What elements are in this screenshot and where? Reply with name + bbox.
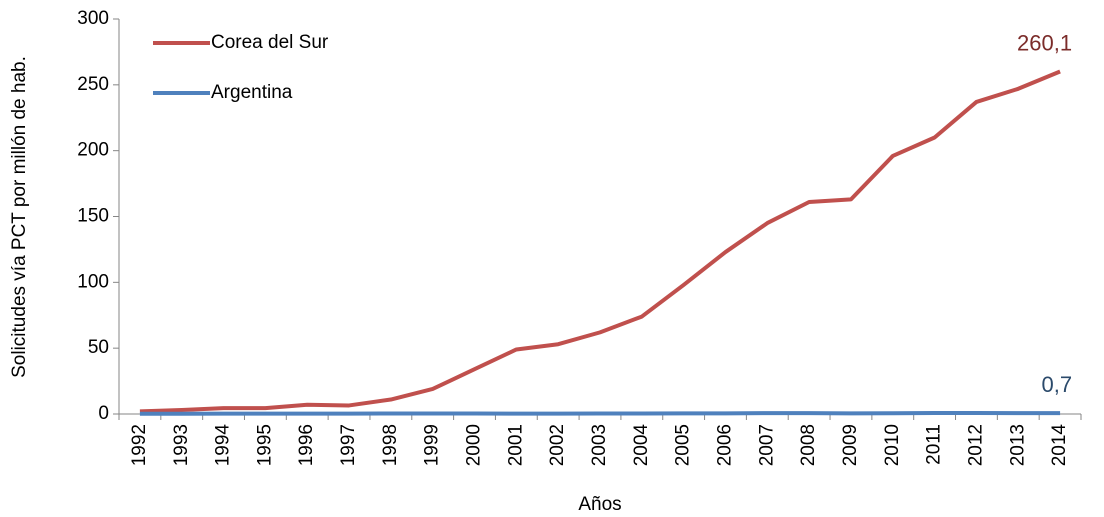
legend-label: Corea del Sur	[211, 32, 329, 53]
x-tick-label: 1992	[129, 424, 150, 466]
x-tick-label: 1998	[380, 424, 401, 466]
x-axis-title: Años	[578, 494, 621, 515]
y-tick-label: 100	[77, 271, 109, 292]
x-tick-label: 2006	[714, 424, 735, 466]
y-tick-label: 300	[77, 8, 109, 29]
x-tick-label: 2011	[924, 424, 945, 465]
x-tick-label: 2012	[965, 424, 986, 466]
series-line	[139, 69, 1061, 414]
x-tick-label: 1995	[254, 424, 275, 466]
x-tick-label: 1993	[171, 424, 192, 466]
x-tick-label: 2000	[464, 424, 485, 466]
x-tick-label: 2013	[1007, 424, 1028, 466]
x-tick-label: 2014	[1049, 424, 1070, 467]
legend-label: Argentina	[211, 82, 293, 103]
series-line	[139, 410, 1061, 416]
x-tick-label: 2003	[589, 424, 610, 466]
y-tick-label: 250	[77, 74, 109, 95]
x-tick-label: 2008	[798, 424, 819, 466]
x-tick-label: 2002	[547, 424, 568, 466]
data-label: 0,7	[1041, 372, 1072, 397]
x-tick-label: 2007	[756, 424, 777, 466]
x-tick-label: 2004	[631, 424, 652, 467]
y-tick-label: 200	[77, 140, 109, 161]
x-tick-label: 2009	[840, 424, 861, 466]
x-tick-label: 1994	[213, 424, 234, 467]
x-tick-label: 2010	[882, 424, 903, 466]
y-axis-title: Solicitudes vía PCT por millón de hab.	[9, 56, 30, 378]
y-tick-label: 50	[88, 337, 109, 358]
x-tick-label: 1996	[296, 424, 317, 466]
x-tick-label: 1997	[338, 424, 359, 466]
y-tick-label: 150	[77, 206, 109, 227]
x-tick-label: 2005	[673, 424, 694, 466]
x-tick-label: 2001	[505, 424, 526, 466]
data-label: 260,1	[1017, 30, 1072, 55]
y-tick-label: 0	[98, 403, 109, 424]
x-tick-label: 1999	[422, 424, 443, 466]
